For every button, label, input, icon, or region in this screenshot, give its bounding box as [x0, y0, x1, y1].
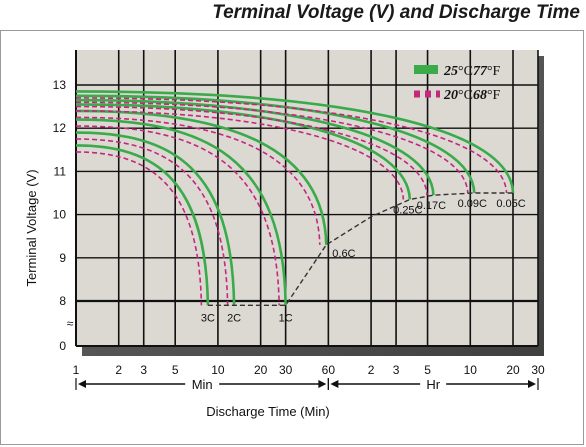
curve-label: 1C	[279, 312, 293, 324]
x-tick-label: 20	[506, 363, 520, 377]
legend: 25°C77°F 20°C68°F	[414, 64, 501, 103]
y-tick-label: 11	[54, 164, 67, 178]
legend-label: 20°C68°F	[443, 88, 501, 103]
chart-title: Terminal Voltage (V) and Discharge Time	[212, 2, 580, 23]
y-axis-break: ≈	[67, 317, 74, 331]
unit-range-label: Hr	[426, 377, 440, 392]
x-tick-label: 1	[73, 363, 80, 377]
unit-range-arrow	[78, 380, 86, 388]
y-tick-label: 0	[59, 339, 66, 353]
y-tick-label: 12	[53, 121, 67, 135]
y-axis-label: Terminal Voltage (V)	[24, 169, 39, 286]
legend-label: 25°C77°F	[443, 64, 501, 79]
x-axis-label: Discharge Time (Min)	[206, 404, 330, 419]
curve-label: 3C	[201, 312, 215, 324]
curve-label: 0.09C	[458, 198, 487, 210]
series-line-20c	[75, 110, 405, 200]
y-tick-label: 9	[59, 251, 66, 265]
endpoint-curve	[207, 192, 514, 307]
curve-label: 0.25C	[393, 204, 422, 216]
series-line-25c	[75, 90, 515, 194]
chart-frame	[0, 30, 584, 445]
legend-swatch-solid	[414, 65, 438, 74]
curve-label: 0.6C	[332, 248, 355, 260]
series-line-20c	[75, 116, 321, 245]
unit-range-arrow	[318, 380, 327, 388]
x-tick-label: 30	[531, 363, 545, 377]
x-tick-label: 5	[424, 363, 431, 377]
x-tick-label: 60	[322, 363, 336, 377]
x-tick-label: 2	[115, 363, 122, 377]
series-line-25c	[75, 131, 236, 306]
x-tick-label: 2	[368, 363, 375, 377]
unit-range-arrow	[330, 380, 339, 388]
x-tick-label: 5	[172, 363, 179, 377]
series-line-20c	[75, 138, 229, 306]
series-line-20c	[75, 125, 280, 306]
discharge-curves	[75, 90, 515, 306]
endpoint-line	[207, 192, 514, 307]
unit-range-arrow	[528, 380, 536, 388]
unit-range-label: Min	[192, 377, 213, 392]
series-line-25c	[75, 103, 412, 200]
series-line-20c	[75, 105, 428, 196]
curve-label: 0.17C	[417, 200, 446, 212]
series-line-25c	[75, 118, 287, 306]
x-unit-ranges: Min Hr	[75, 377, 539, 392]
x-tick-label: 3	[393, 363, 400, 377]
y-tick-label: 10	[53, 208, 67, 222]
x-tick-label: 3	[140, 363, 147, 377]
curve-label: 2C	[227, 312, 241, 324]
x-tick-label: 30	[279, 363, 293, 377]
series-line-25c	[75, 94, 476, 194]
y-tick-label: 13	[53, 78, 67, 92]
series-line-20c	[75, 151, 203, 306]
x-tick-label: 10	[464, 363, 478, 377]
curve-label: 0.05C	[496, 198, 525, 210]
series-line-20c	[75, 101, 469, 194]
y-tick-label: 8	[59, 294, 66, 308]
series-line-20c	[75, 97, 508, 194]
series-line-25c	[75, 98, 435, 196]
x-tick-label: 20	[254, 363, 268, 377]
x-tick-label: 10	[211, 363, 225, 377]
series-line-25c	[75, 109, 328, 245]
series-line-25c	[75, 144, 210, 306]
